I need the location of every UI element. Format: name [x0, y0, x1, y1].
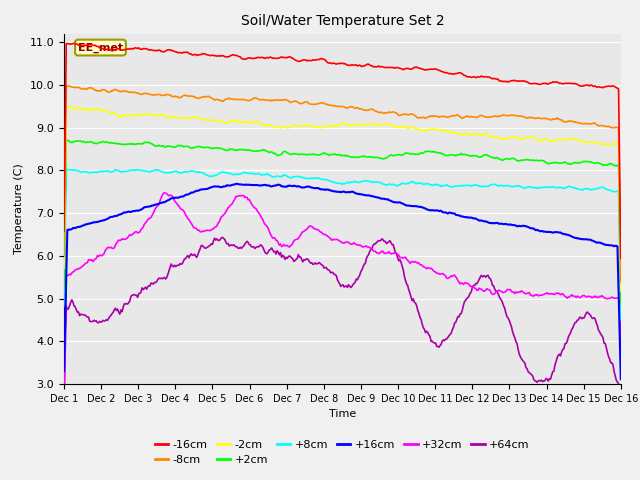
- Y-axis label: Temperature (C): Temperature (C): [14, 163, 24, 254]
- Legend: -16cm, -8cm, -2cm, +2cm, +8cm, +16cm, +32cm, +64cm: -16cm, -8cm, -2cm, +2cm, +8cm, +16cm, +3…: [150, 435, 534, 469]
- Text: EE_met: EE_met: [78, 42, 123, 53]
- X-axis label: Time: Time: [329, 409, 356, 419]
- Title: Soil/Water Temperature Set 2: Soil/Water Temperature Set 2: [241, 14, 444, 28]
